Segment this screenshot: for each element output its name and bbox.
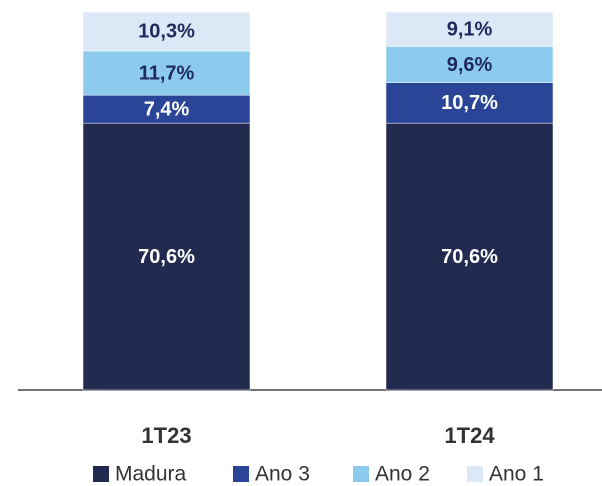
data-label: 9,1% [447,18,493,40]
data-label: 10,3% [138,21,195,43]
data-label: 70,6% [441,246,498,268]
legend-label: Ano 1 [489,463,544,486]
bar-segment [385,46,554,83]
category-label: 1T24 [444,423,495,448]
bar-segment [385,11,554,47]
legend-label: Ano 3 [255,463,310,486]
data-label: 70,6% [138,246,195,268]
legend-swatch [353,466,369,482]
data-label: 11,7% [139,62,195,84]
data-label: 9,6% [447,54,493,76]
category-label: 1T23 [141,423,191,448]
bar-segment [82,50,251,96]
legend-label: Ano 2 [375,463,430,486]
data-label: 10,7% [441,92,498,114]
bar-segment [82,94,251,124]
legend-label: Madura [115,463,187,486]
legend-swatch [233,466,249,482]
bar-segment [385,122,554,391]
bar-segment [82,11,251,52]
bar-segment [82,122,251,391]
legend-swatch [93,466,109,482]
legend-swatch [467,466,483,482]
bar-segment [385,82,554,124]
data-label: 7,4% [144,98,190,120]
